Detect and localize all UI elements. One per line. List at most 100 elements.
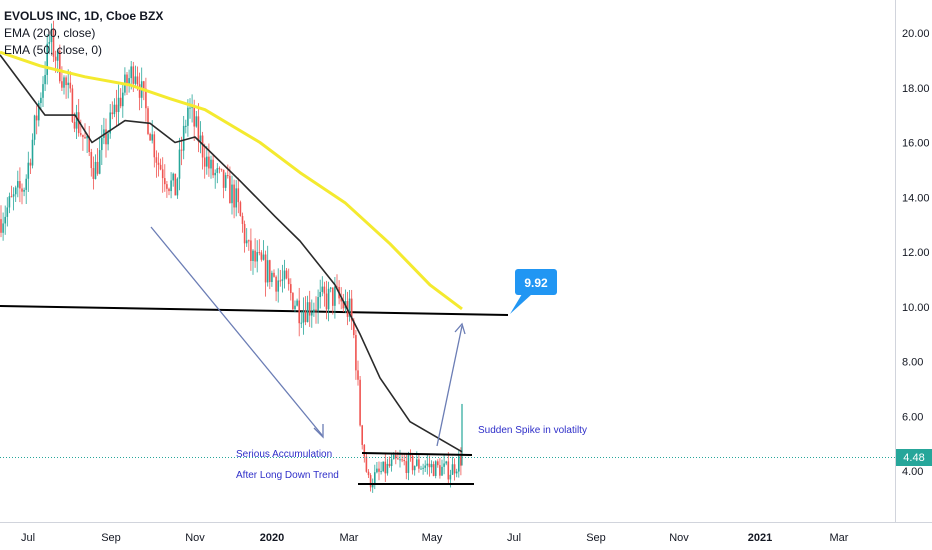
candle-body (117, 97, 120, 113)
candle-body (453, 464, 456, 474)
candle-body (153, 134, 156, 158)
candle-body (218, 168, 221, 170)
candle-body (109, 112, 111, 134)
candle-body (189, 107, 191, 109)
candle-body (292, 293, 294, 310)
candle-body (182, 125, 185, 151)
price-tick-label: 8.00 (902, 357, 923, 369)
candle-body (8, 196, 11, 208)
candle-body (199, 135, 202, 142)
callout-value: 9.92 (524, 276, 548, 290)
candle-body (315, 309, 317, 311)
candle-body (122, 92, 124, 107)
time-tick-label: Nov (669, 532, 689, 544)
candle-body (105, 129, 107, 145)
time-tick-label: Sep (586, 532, 606, 544)
resistance-line[interactable] (0, 305, 509, 316)
candle-body (363, 444, 366, 457)
candle-body (279, 280, 282, 282)
candle-body (210, 159, 212, 169)
candle-body (48, 42, 51, 44)
candle-body (336, 286, 338, 288)
candle-body (227, 175, 229, 177)
candle-body (401, 459, 403, 461)
candle-body (52, 29, 55, 57)
ema50-legend: EMA (50, close, 0) (4, 43, 103, 57)
candle-body (290, 284, 292, 294)
candle-body (269, 260, 271, 283)
candle-body (98, 150, 101, 174)
candle-body (357, 370, 359, 380)
candle-body (443, 463, 445, 467)
candle-body (405, 461, 408, 473)
target-arrow[interactable] (436, 325, 463, 447)
candle-body (56, 50, 59, 61)
candle-body (439, 465, 441, 476)
time-tick-label: Sep (101, 532, 121, 544)
candle-body (319, 291, 321, 298)
candle-body (229, 175, 231, 204)
callout-9-92[interactable]: 9.92 (510, 269, 557, 314)
candle-body (258, 252, 261, 254)
candle-body (50, 29, 53, 43)
price-tick-label: 16.00 (902, 138, 930, 150)
candle-body (418, 459, 420, 469)
accumulation-top-line[interactable] (361, 452, 473, 456)
candle-body (4, 216, 6, 224)
candle-body (71, 88, 74, 122)
downtrend-arrow[interactable] (150, 226, 323, 436)
candle-body (273, 272, 275, 277)
candle-body (294, 305, 296, 310)
candle-body (378, 468, 380, 472)
candle-body (340, 298, 342, 302)
candle-body (325, 293, 328, 310)
candle-body (266, 260, 269, 283)
candle-body (283, 270, 286, 280)
candle-body (296, 300, 298, 306)
candle-body (101, 137, 103, 151)
candle-body (168, 188, 170, 192)
candle-body (180, 149, 183, 151)
candle-body (306, 302, 309, 323)
candle-body (119, 97, 122, 107)
last-price-badge: 4.48 (896, 449, 932, 466)
candle-body (80, 133, 82, 135)
candle-body (271, 272, 273, 283)
candle-body (136, 76, 139, 85)
candle-body (460, 456, 462, 466)
candle-body (201, 135, 204, 158)
candle-body (19, 181, 21, 189)
candle-body (166, 184, 168, 189)
ema-200-line[interactable] (0, 50, 463, 311)
candle-body (12, 194, 15, 197)
candle-body (90, 152, 93, 169)
candle-body (422, 467, 424, 469)
candle-body (403, 459, 405, 462)
candle-body (113, 104, 116, 115)
candle-body (208, 156, 210, 169)
candle-body (304, 311, 307, 323)
candle-body (157, 162, 160, 165)
candle-body (220, 168, 223, 170)
candle-body (369, 475, 372, 488)
chart-legend: EVOLUS INC, 1D, Cboe BZX EMA (200, close… (4, 8, 163, 59)
ema-50-line[interactable] (0, 54, 463, 453)
candle-body (365, 456, 368, 472)
candle-body (27, 162, 30, 179)
candle-body (111, 112, 114, 115)
candle-body (245, 240, 248, 244)
candle-body (149, 133, 151, 141)
candle-body (155, 157, 158, 163)
candle-body (235, 188, 237, 208)
candle-body (342, 301, 345, 309)
candle-body (332, 287, 334, 306)
candle-body (44, 74, 46, 85)
candle-body (178, 149, 181, 179)
candle-body (411, 455, 414, 471)
candle-body (399, 459, 401, 461)
candle-body (281, 279, 284, 281)
candle-body (432, 464, 435, 476)
candle-body (61, 81, 63, 88)
candle-body (130, 66, 132, 79)
